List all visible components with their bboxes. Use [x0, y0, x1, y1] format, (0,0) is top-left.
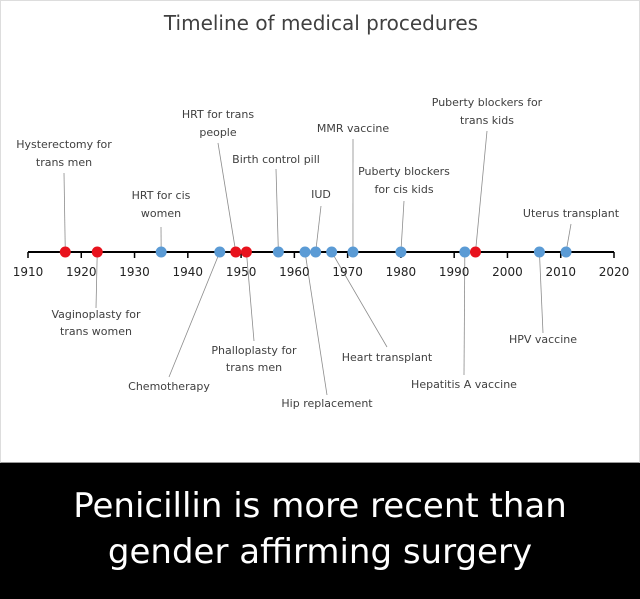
event-marker — [240, 246, 252, 258]
event-labels: Hysterectomy for trans men Vaginoplasty fo… — [16, 96, 620, 410]
event-marker — [272, 246, 284, 258]
x-tick-label: 1960 — [279, 265, 310, 279]
event-label: Puberty blockers — [358, 165, 450, 178]
event-marker — [469, 246, 481, 258]
event-label: for cis kids — [374, 183, 433, 196]
event-marker — [310, 246, 322, 258]
event-label: Heart transplant — [342, 351, 433, 364]
event-marker — [155, 246, 167, 258]
event-label: people — [199, 126, 237, 139]
chart-area: Timeline of medical procedures 1910 1920 1… — [0, 0, 640, 463]
event-label: Birth control pill — [232, 153, 320, 166]
event-label: HPV vaccine — [509, 333, 577, 346]
event-marker — [91, 246, 103, 258]
caption-banner: Penicillin is more recent than gender af… — [0, 463, 640, 599]
event-label: Uterus transplant — [523, 207, 620, 220]
event-label: women — [141, 207, 181, 220]
x-tick-label: 1920 — [66, 265, 97, 279]
event-marker — [299, 246, 311, 258]
x-tick-label: 2020 — [599, 265, 630, 279]
event-label: Chemotherapy — [128, 380, 210, 393]
event-marker — [230, 246, 242, 258]
event-marker — [59, 246, 71, 258]
event-marker — [533, 246, 545, 258]
event-marker — [395, 246, 407, 258]
event-label: MMR vaccine — [317, 122, 389, 135]
event-label: Puberty blockers for — [432, 96, 543, 109]
event-markers — [59, 246, 572, 258]
leader-lines — [63, 130, 572, 396]
caption-line-2: gender affirming surgery — [107, 532, 533, 572]
event-label: Phalloplasty for — [211, 344, 297, 357]
event-label: HRT for cis — [132, 189, 191, 202]
x-tick-label: 1930 — [119, 265, 150, 279]
event-marker — [326, 246, 338, 258]
event-label: IUD — [311, 188, 331, 201]
event-label: Hepatitis A vaccine — [411, 378, 517, 391]
event-label: Hysterectomy for — [16, 138, 112, 151]
event-label: trans kids — [460, 114, 514, 127]
event-marker — [214, 246, 226, 258]
event-label: trans men — [226, 361, 282, 374]
event-marker — [347, 246, 359, 258]
x-tick-label: 1910 — [13, 265, 44, 279]
event-label: trans men — [36, 156, 92, 169]
x-tick-label: 2000 — [492, 265, 523, 279]
event-marker — [459, 246, 471, 258]
x-tick-label: 1950 — [226, 265, 257, 279]
event-marker — [560, 246, 572, 258]
x-tick-label: 1980 — [386, 265, 417, 279]
x-tick-label: 1990 — [439, 265, 470, 279]
event-label: Hip replacement — [281, 397, 373, 410]
chart-title: Timeline of medical procedures — [163, 11, 479, 35]
x-tick-label: 1940 — [173, 265, 204, 279]
timeline-chart: 1910 1920 1930 1940 1950 1960 1970 1980 1990 2000… — [13, 96, 630, 410]
event-label: HRT for trans — [182, 108, 254, 121]
event-label: Vaginoplasty for — [51, 308, 141, 321]
caption-line-1: Penicillin is more recent than — [73, 486, 567, 526]
x-tick-label: 1970 — [332, 265, 363, 279]
x-tick-label: 2010 — [545, 265, 576, 279]
event-label: trans women — [60, 325, 132, 338]
